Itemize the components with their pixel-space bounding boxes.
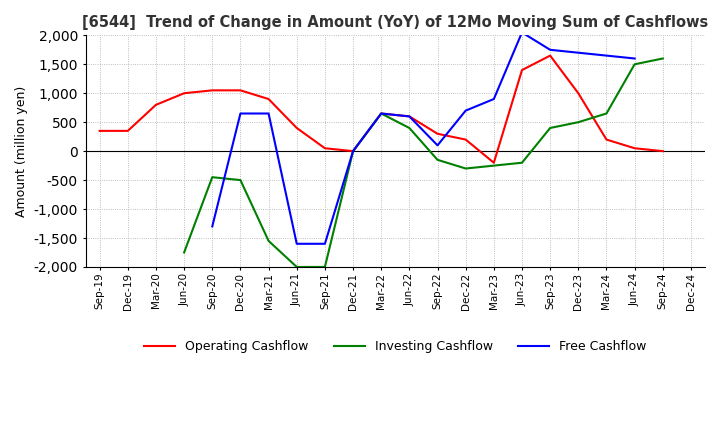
Investing Cashflow xyxy=(659,56,667,61)
Line: Operating Cashflow: Operating Cashflow xyxy=(99,55,663,163)
Operating Cashflow xyxy=(602,137,611,142)
Operating Cashflow xyxy=(152,102,161,107)
Investing Cashflow xyxy=(208,175,217,180)
Operating Cashflow xyxy=(659,149,667,154)
Operating Cashflow xyxy=(292,125,301,131)
Free Cashflow xyxy=(602,53,611,58)
Free Cashflow xyxy=(546,47,554,52)
Line: Investing Cashflow: Investing Cashflow xyxy=(184,59,663,267)
Free Cashflow xyxy=(630,56,639,61)
Investing Cashflow xyxy=(602,111,611,116)
Investing Cashflow xyxy=(462,166,470,171)
Operating Cashflow xyxy=(546,53,554,58)
Free Cashflow xyxy=(236,111,245,116)
Operating Cashflow xyxy=(462,137,470,142)
Investing Cashflow xyxy=(264,238,273,243)
Free Cashflow xyxy=(377,111,385,116)
Operating Cashflow xyxy=(124,128,132,133)
Investing Cashflow xyxy=(377,111,385,116)
Title: [6544]  Trend of Change in Amount (YoY) of 12Mo Moving Sum of Cashflows: [6544] Trend of Change in Amount (YoY) o… xyxy=(82,15,708,30)
Operating Cashflow xyxy=(180,91,189,96)
Free Cashflow xyxy=(518,30,526,35)
Operating Cashflow xyxy=(574,91,582,96)
Free Cashflow xyxy=(405,114,414,119)
Y-axis label: Amount (million yen): Amount (million yen) xyxy=(15,85,28,217)
Investing Cashflow xyxy=(180,250,189,255)
Operating Cashflow xyxy=(518,67,526,73)
Investing Cashflow xyxy=(574,120,582,125)
Line: Free Cashflow: Free Cashflow xyxy=(212,33,634,244)
Investing Cashflow xyxy=(348,149,357,154)
Free Cashflow xyxy=(433,143,442,148)
Free Cashflow xyxy=(320,241,329,246)
Operating Cashflow xyxy=(490,160,498,165)
Operating Cashflow xyxy=(208,88,217,93)
Investing Cashflow xyxy=(630,62,639,67)
Operating Cashflow xyxy=(630,146,639,151)
Operating Cashflow xyxy=(433,131,442,136)
Operating Cashflow xyxy=(264,96,273,102)
Investing Cashflow xyxy=(490,163,498,168)
Investing Cashflow xyxy=(433,157,442,162)
Free Cashflow xyxy=(574,50,582,55)
Operating Cashflow xyxy=(236,88,245,93)
Free Cashflow xyxy=(264,111,273,116)
Investing Cashflow xyxy=(292,264,301,270)
Free Cashflow xyxy=(292,241,301,246)
Legend: Operating Cashflow, Investing Cashflow, Free Cashflow: Operating Cashflow, Investing Cashflow, … xyxy=(139,335,652,358)
Investing Cashflow xyxy=(236,177,245,183)
Free Cashflow xyxy=(348,149,357,154)
Investing Cashflow xyxy=(518,160,526,165)
Free Cashflow xyxy=(490,96,498,102)
Operating Cashflow xyxy=(95,128,104,133)
Investing Cashflow xyxy=(405,125,414,131)
Investing Cashflow xyxy=(546,125,554,131)
Investing Cashflow xyxy=(320,264,329,270)
Operating Cashflow xyxy=(320,146,329,151)
Operating Cashflow xyxy=(348,149,357,154)
Free Cashflow xyxy=(208,224,217,229)
Operating Cashflow xyxy=(405,114,414,119)
Operating Cashflow xyxy=(377,111,385,116)
Free Cashflow xyxy=(462,108,470,113)
